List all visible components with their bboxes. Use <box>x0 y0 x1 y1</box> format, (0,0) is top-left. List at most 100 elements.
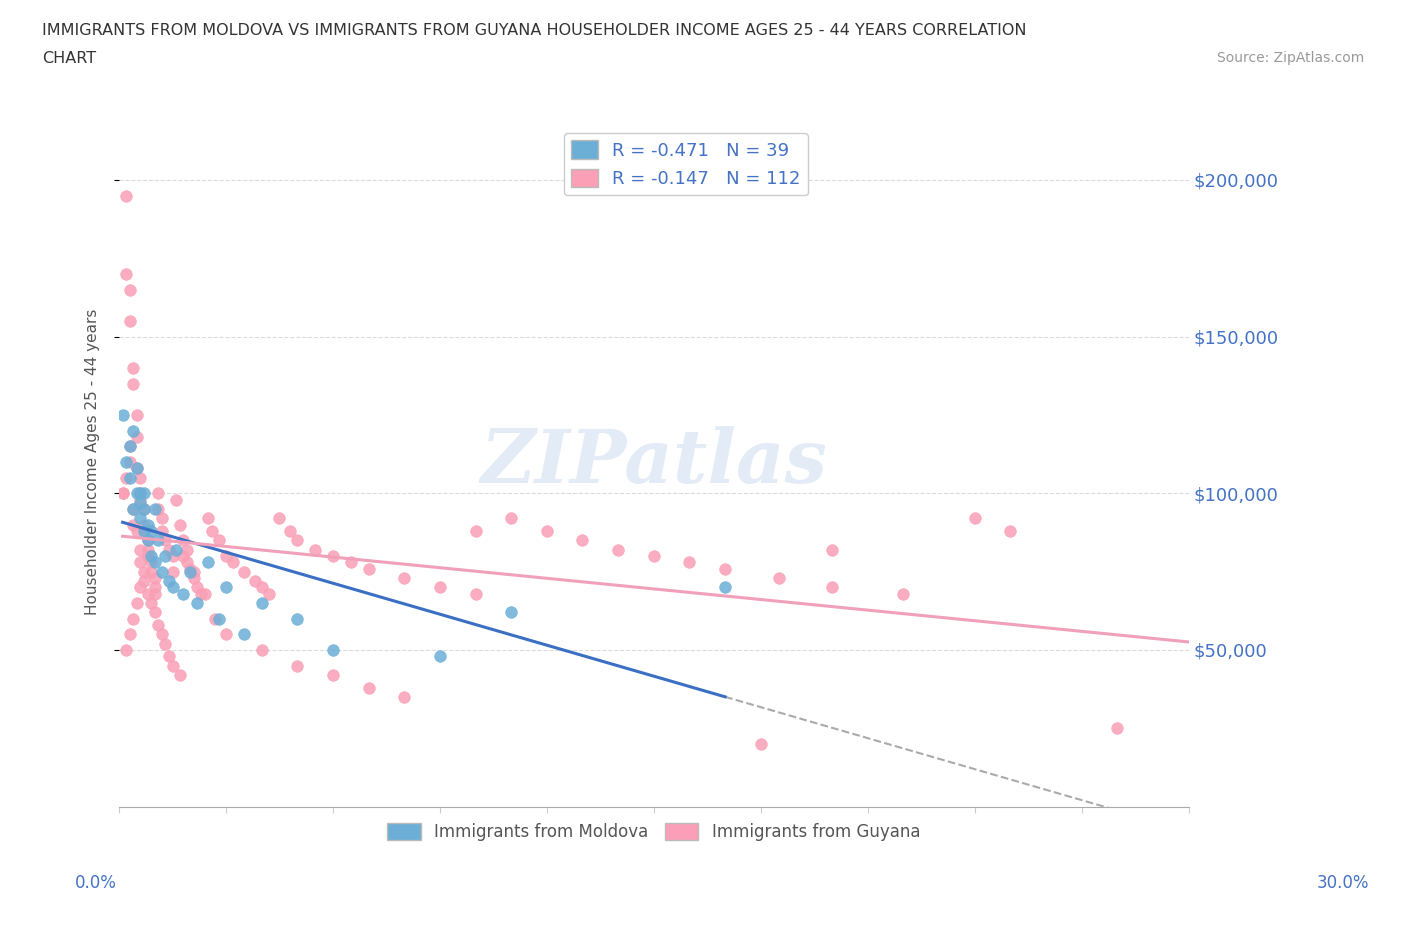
Point <box>176 555 198 570</box>
Point <box>148 533 170 548</box>
Point <box>111 407 134 422</box>
Point <box>250 595 273 610</box>
Point <box>139 555 162 570</box>
Point <box>136 533 159 548</box>
Point <box>122 611 145 626</box>
Point <box>165 542 187 557</box>
Point <box>169 668 191 683</box>
Point <box>208 533 231 548</box>
Point <box>125 460 148 475</box>
Point <box>129 471 152 485</box>
Point <box>269 511 291 525</box>
Text: IMMIGRANTS FROM MOLDOVA VS IMMIGRANTS FROM GUYANA HOUSEHOLDER INCOME AGES 25 - 4: IMMIGRANTS FROM MOLDOVA VS IMMIGRANTS FR… <box>42 23 1026 38</box>
Point <box>179 561 201 576</box>
Point <box>464 586 486 601</box>
Point <box>148 501 170 516</box>
Point <box>122 377 145 392</box>
Point <box>122 361 145 376</box>
Point <box>394 689 416 704</box>
Text: Source: ZipAtlas.com: Source: ZipAtlas.com <box>1216 51 1364 65</box>
Point <box>122 517 145 532</box>
Point <box>143 604 166 619</box>
Point <box>155 549 177 564</box>
Point <box>232 627 254 642</box>
Point <box>118 455 141 470</box>
Point <box>129 485 152 500</box>
Point <box>215 627 238 642</box>
Point <box>143 570 166 585</box>
Point <box>250 580 273 595</box>
Point <box>232 565 254 579</box>
Point <box>243 574 266 589</box>
Point <box>139 595 162 610</box>
Point <box>155 636 177 651</box>
Point <box>122 423 145 438</box>
Y-axis label: Householder Income Ages 25 - 44 years: Householder Income Ages 25 - 44 years <box>86 309 100 615</box>
Point <box>129 496 152 511</box>
Point <box>132 565 155 579</box>
Point <box>125 407 148 422</box>
Point <box>143 555 166 570</box>
Point <box>136 549 159 564</box>
Point <box>429 580 451 595</box>
Point <box>115 643 138 658</box>
Point <box>143 586 166 601</box>
Point <box>143 580 166 595</box>
Point <box>250 643 273 658</box>
Point <box>357 561 380 576</box>
Point <box>165 492 187 507</box>
Point <box>179 565 201 579</box>
Point <box>118 313 141 328</box>
Point <box>322 549 344 564</box>
Point <box>571 533 593 548</box>
Point <box>150 524 173 538</box>
Point <box>162 565 184 579</box>
Point <box>129 492 152 507</box>
Point <box>749 737 772 751</box>
Point <box>891 586 914 601</box>
Point <box>150 511 173 525</box>
Point <box>501 604 523 619</box>
Point <box>285 658 308 673</box>
Point <box>129 542 152 557</box>
Point <box>118 439 141 454</box>
Point <box>129 511 152 525</box>
Point <box>148 618 170 632</box>
Point <box>357 680 380 695</box>
Point <box>111 485 134 500</box>
Point <box>394 570 416 585</box>
Point <box>125 485 148 500</box>
Point <box>197 555 219 570</box>
Point <box>125 524 148 538</box>
Point <box>139 524 162 538</box>
Point <box>304 542 326 557</box>
Point <box>162 549 184 564</box>
Point <box>162 658 184 673</box>
Point <box>148 485 170 500</box>
Point <box>1107 721 1129 736</box>
Point <box>132 524 155 538</box>
Point <box>155 533 177 548</box>
Point <box>115 471 138 485</box>
Point <box>190 586 212 601</box>
Point <box>278 524 301 538</box>
Point <box>136 542 159 557</box>
Point <box>139 565 162 579</box>
Point <box>215 580 238 595</box>
Point <box>118 471 141 485</box>
Point <box>157 574 180 589</box>
Point <box>186 595 208 610</box>
Point <box>125 430 148 445</box>
Point <box>201 524 224 538</box>
Point <box>768 570 790 585</box>
Point <box>285 611 308 626</box>
Legend: Immigrants from Moldova, Immigrants from Guyana: Immigrants from Moldova, Immigrants from… <box>381 817 927 848</box>
Point <box>132 485 155 500</box>
Point <box>129 580 152 595</box>
Point <box>115 188 138 203</box>
Point <box>821 542 844 557</box>
Point <box>536 524 558 538</box>
Point <box>118 282 141 297</box>
Point <box>136 533 159 548</box>
Point <box>678 555 700 570</box>
